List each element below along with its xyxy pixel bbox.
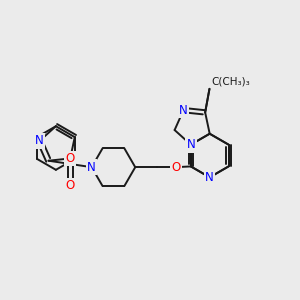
Text: O: O [65, 179, 75, 192]
Text: C(CH₃)₃: C(CH₃)₃ [211, 76, 250, 86]
Text: O: O [66, 152, 75, 165]
Text: O: O [171, 161, 180, 174]
Text: N: N [205, 171, 214, 184]
Text: N: N [205, 171, 214, 184]
Text: O: O [65, 179, 75, 192]
Text: N: N [186, 138, 195, 151]
Text: O: O [66, 152, 75, 165]
Text: N: N [35, 134, 44, 147]
Text: N: N [179, 103, 188, 117]
Text: N: N [179, 103, 188, 117]
Text: N: N [87, 161, 96, 174]
Text: N: N [186, 138, 195, 151]
Text: N: N [87, 161, 96, 174]
Text: O: O [171, 161, 180, 174]
Text: N: N [35, 134, 44, 147]
